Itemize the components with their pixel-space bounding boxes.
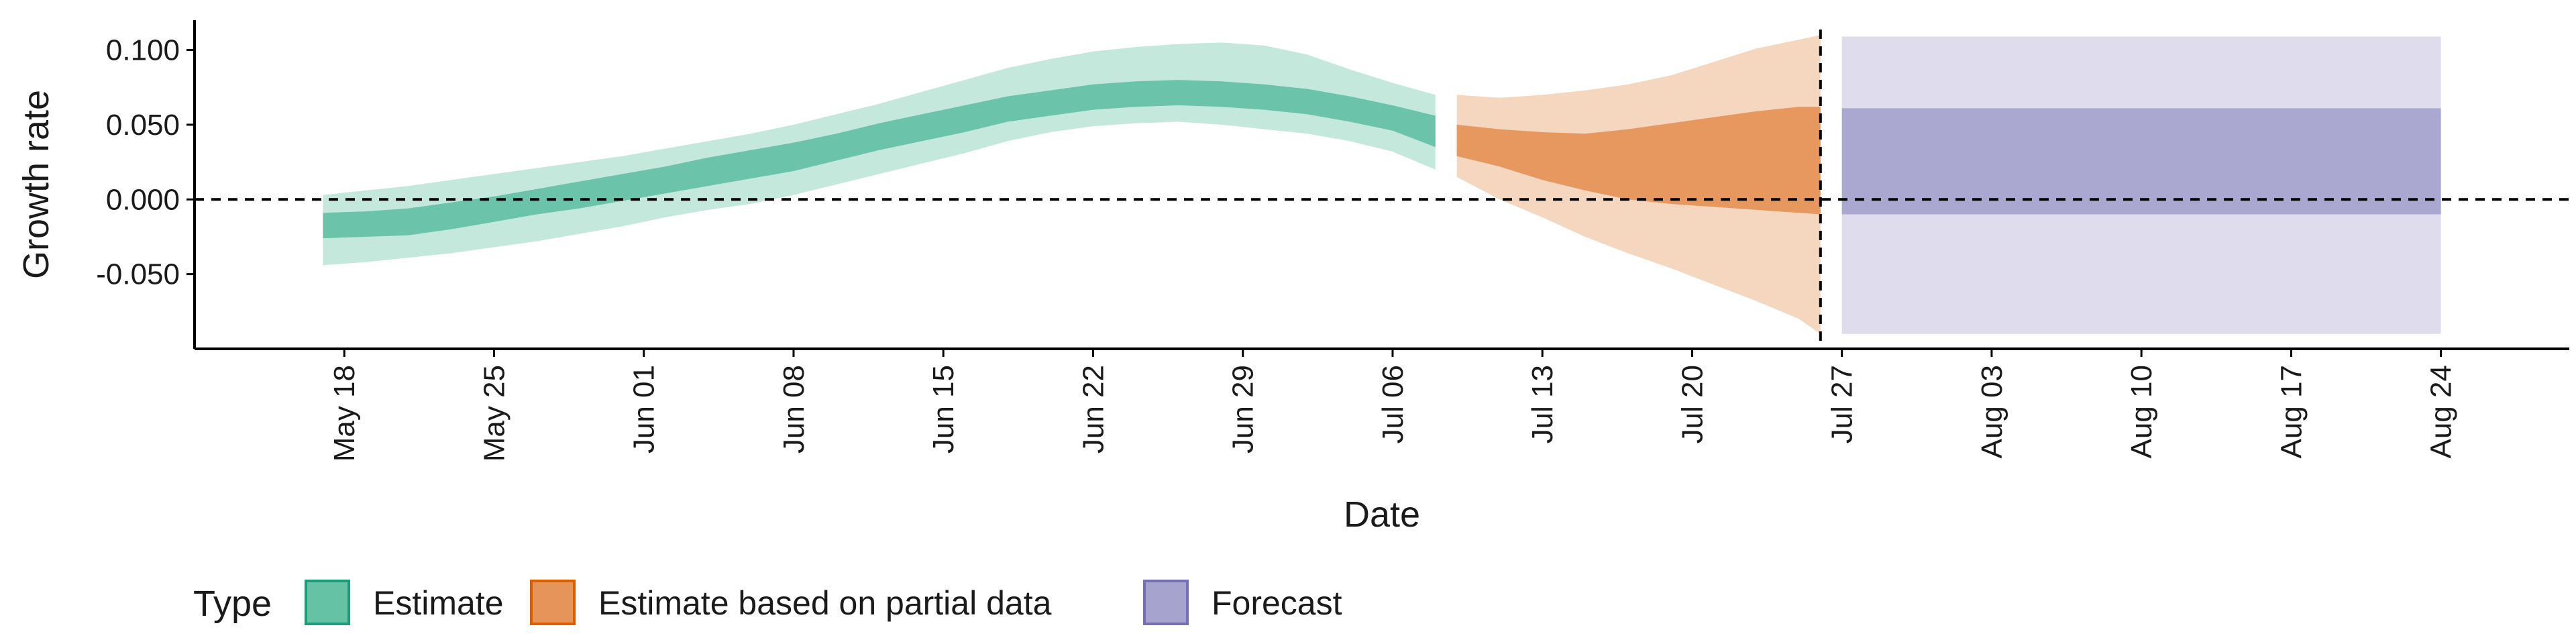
forecast-inner-band	[1841, 108, 2441, 215]
x-tick-label: Aug 17	[2275, 365, 2308, 458]
legend-label: Estimate	[373, 584, 504, 622]
x-axis-title: Date	[1344, 494, 1420, 535]
x-tick-label: Jun 08	[777, 365, 810, 453]
x-tick-label: Jul 20	[1676, 365, 1709, 443]
estimate-based-on-partial-data-inner-band	[1456, 107, 1821, 215]
legend-key-forecast	[1143, 580, 1189, 625]
x-tick-label: Jun 01	[628, 365, 661, 453]
x-tick-label: Jun 22	[1077, 365, 1110, 453]
y-axis-title: Growth rate	[16, 90, 56, 279]
y-axis-ticks: -0.050 0.000 0.050 0.100	[96, 34, 195, 291]
x-tick-label: Aug 03	[1976, 365, 2008, 458]
x-tick-label: Jul 13	[1526, 365, 1559, 443]
x-tick-label: Jun 15	[927, 365, 960, 453]
legend-items: Estimate Estimate based on partial data Fo…	[305, 580, 1342, 625]
x-tick-label: Aug 10	[2125, 365, 2158, 458]
legend-key-estimate	[305, 580, 350, 625]
x-tick-label: Aug 24	[2425, 365, 2458, 458]
x-tick-label: Jul 06	[1377, 365, 1409, 443]
x-tick-label: Jul 27	[1826, 365, 1859, 443]
x-tick-label: May 18	[328, 365, 361, 462]
legend: Type Estimate Estimate based on partial d…	[193, 580, 1342, 625]
legend-title: Type	[193, 584, 272, 624]
legend-key-estimate-based-on-partial-data	[530, 580, 576, 625]
reference-lines	[195, 30, 2569, 349]
axes	[193, 20, 2569, 350]
legend-label: Estimate based on partial data	[598, 584, 1052, 622]
y-tick-label: 0.100	[106, 34, 180, 67]
x-tick-label: Jun 29	[1227, 365, 1260, 453]
x-tick-label: May 25	[478, 365, 511, 462]
x-axis-ticks: May 18 May 25 Jun 01 Jun 08 Jun 15 Jun 22 Jun …	[328, 349, 2458, 462]
y-tick-label: 0.050	[106, 109, 180, 142]
legend-label: Forecast	[1212, 584, 1342, 622]
y-tick-label: 0.000	[106, 183, 180, 216]
y-tick-label: -0.050	[96, 258, 180, 291]
